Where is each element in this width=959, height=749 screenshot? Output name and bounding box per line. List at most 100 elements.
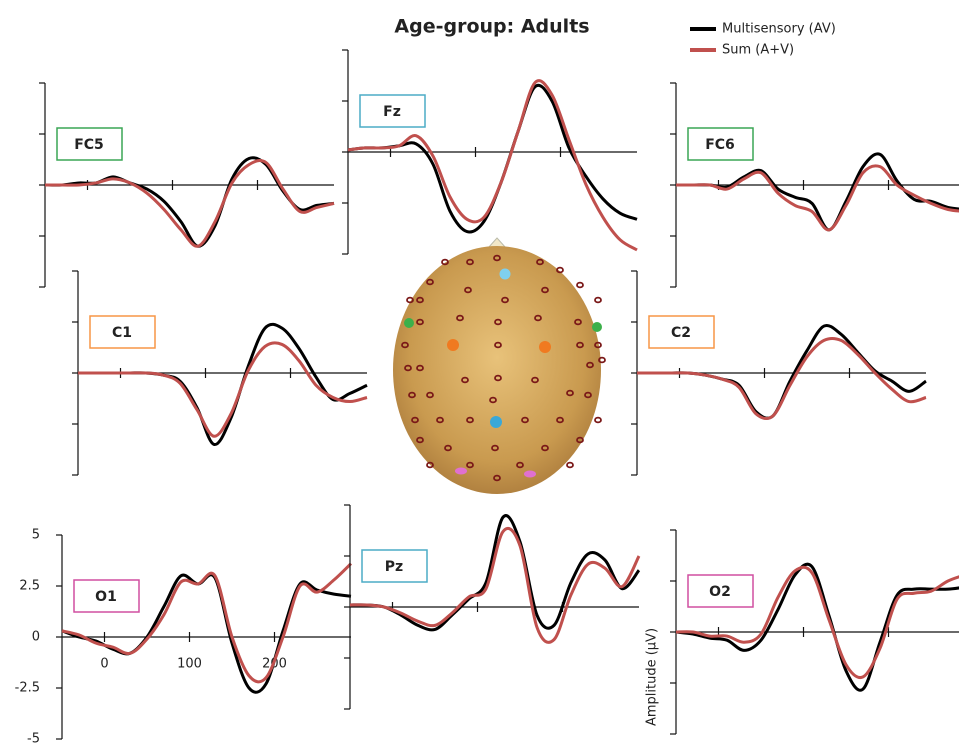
erp-line [675, 164, 959, 232]
panel: FC5 [39, 82, 335, 288]
electrode [566, 389, 574, 397]
channel-label: O2 [709, 584, 731, 600]
electrode [494, 374, 502, 382]
electrode-fz [499, 268, 511, 280]
electrode [521, 416, 529, 424]
figure-title: Age-group: Adults [394, 16, 589, 38]
erp-line [349, 514, 641, 632]
electrode [594, 341, 602, 349]
panel: Pz [344, 504, 641, 710]
electrode [408, 391, 416, 399]
electrode [444, 444, 452, 452]
y-tick-label: 0 [32, 630, 40, 645]
panel: -5-2.502.550 100 200 Amplitude (µV)O1 [15, 528, 660, 747]
electrode [501, 296, 509, 304]
channel-label-box [361, 549, 428, 583]
head [393, 246, 601, 494]
channel-label: Pz [385, 559, 403, 575]
electrode [584, 391, 592, 399]
electrode [576, 281, 584, 289]
panel: FC6 [670, 82, 959, 288]
erp-line [675, 562, 959, 692]
electrode [541, 444, 549, 452]
channel-label: FC6 [705, 137, 735, 153]
electrode [411, 416, 419, 424]
electrode-o2 [524, 470, 536, 478]
electrode [426, 461, 434, 469]
channel-label: FC5 [74, 137, 104, 153]
electrode [494, 318, 502, 326]
electrode [534, 314, 542, 322]
erp-line [61, 562, 353, 684]
erp-line [675, 565, 959, 680]
panel: O2 [670, 529, 959, 735]
electrode [491, 444, 499, 452]
electrode [416, 436, 424, 444]
electrode-c1 [447, 339, 459, 351]
channel-label: C1 [112, 325, 132, 341]
electrode [576, 436, 584, 444]
channel-label: Fz [383, 104, 401, 120]
electrode [594, 296, 602, 304]
electrode [466, 461, 474, 469]
channel-label-box [89, 315, 156, 349]
electrode [464, 286, 472, 294]
panel: C1 [72, 270, 368, 476]
channel-label-box [687, 127, 754, 161]
electrode [466, 416, 474, 424]
x-tick-label: 0 [100, 657, 108, 672]
electrode [594, 416, 602, 424]
electrode [461, 376, 469, 384]
electrode [416, 296, 424, 304]
legend-label: Sum (A+V) [722, 43, 794, 58]
head-map [393, 237, 606, 494]
electrode-o1 [455, 467, 467, 475]
channel-label-box [648, 315, 715, 349]
electrode [456, 314, 464, 322]
erp-line [637, 336, 927, 421]
erp-line [349, 526, 641, 644]
legend: Multisensory (AV) Sum (A+V) [690, 22, 836, 58]
erp-line [78, 341, 368, 438]
electrode-fc6 [592, 322, 602, 332]
channel-label-box [73, 579, 140, 613]
electrode [556, 266, 564, 274]
electrode [441, 258, 449, 266]
electrode [426, 278, 434, 286]
channel-label: O1 [95, 589, 117, 605]
erp-line [44, 159, 335, 248]
electrode [531, 376, 539, 384]
electrode [598, 356, 606, 364]
electrode [404, 364, 412, 372]
panel: C2 [631, 270, 927, 476]
electrode [566, 461, 574, 469]
electrodes [401, 254, 606, 482]
erp-line [675, 152, 959, 232]
channel-label: C2 [671, 325, 691, 341]
electrode [401, 341, 409, 349]
y-tick-label: 2.5 [19, 579, 40, 594]
electrode [586, 361, 594, 369]
electrode-fc5 [404, 318, 414, 328]
electrode [406, 296, 414, 304]
channel-label-box [359, 94, 426, 128]
electrode [493, 474, 501, 482]
electrode [556, 416, 564, 424]
channel-label-box [56, 127, 123, 161]
electrode [574, 318, 582, 326]
panel: Fz [342, 49, 638, 255]
electrode [536, 258, 544, 266]
electrode [466, 258, 474, 266]
electrode [576, 341, 584, 349]
electrode [426, 391, 434, 399]
channel-label-box [687, 574, 754, 608]
electrode [516, 461, 524, 469]
y-tick-label: 5 [32, 528, 40, 543]
y-axis-title: Amplitude (µV) [645, 628, 660, 726]
y-tick-label: -5 [27, 732, 40, 747]
electrode [494, 341, 502, 349]
electrode [436, 416, 444, 424]
